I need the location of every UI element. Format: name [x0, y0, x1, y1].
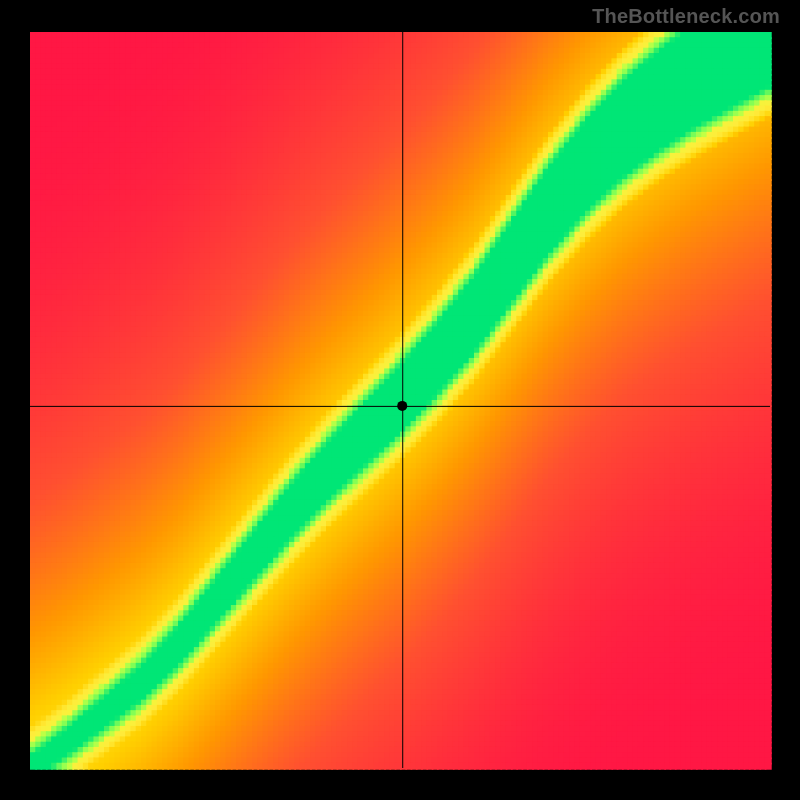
chart-container: TheBottleneck.com — [0, 0, 800, 800]
heatmap-canvas — [0, 0, 800, 800]
watermark-text: TheBottleneck.com — [592, 6, 780, 29]
